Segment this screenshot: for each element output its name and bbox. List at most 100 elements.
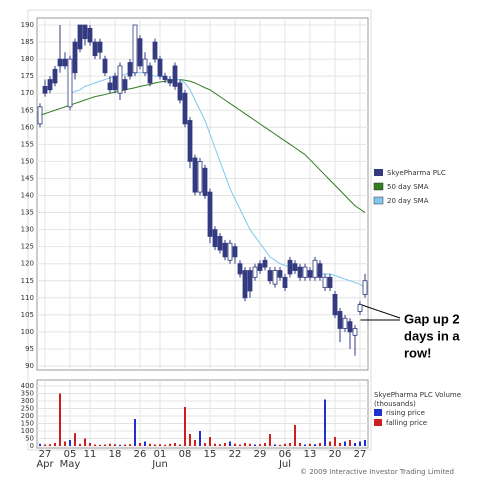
y-tick-label: 180: [21, 55, 34, 63]
volume-bar: [79, 443, 81, 446]
sma-line: [39, 79, 366, 213]
candle-body: [192, 157, 198, 193]
candle-body: [42, 85, 48, 94]
volume-bar: [44, 444, 46, 446]
candle-body: [132, 24, 138, 74]
annotation: days in a: [404, 328, 460, 343]
candle-body: [212, 229, 218, 248]
legend-swatch: [373, 196, 384, 205]
legend-label: 50 day SMA: [387, 183, 429, 191]
candle-body: [362, 280, 368, 295]
candle-body: [207, 191, 213, 237]
candle-body: [147, 65, 153, 84]
candle-body: [152, 41, 158, 60]
volume-bar: [124, 444, 126, 446]
price-panel: [36, 17, 369, 371]
volume-bar: [359, 441, 361, 446]
volume-bar: [129, 444, 131, 446]
volume-bar: [59, 393, 61, 446]
candle-body: [117, 65, 123, 94]
volume-bar: [239, 444, 241, 446]
y-tick-label: 120: [21, 260, 34, 268]
candle-body: [277, 270, 283, 278]
candle-body: [87, 28, 93, 43]
volume-bar: [254, 444, 256, 446]
volume-bar: [334, 437, 336, 446]
volume-bar: [269, 434, 271, 446]
volume-bar: [349, 440, 351, 446]
y-tick-label: 95: [25, 345, 34, 353]
candle-body: [352, 328, 358, 336]
y-tick-label: 185: [21, 38, 34, 46]
candle-body: [197, 160, 203, 193]
annotation-arrow: [358, 303, 401, 319]
volume-bar: [224, 443, 226, 446]
y-tick-label: 0: [30, 442, 34, 450]
volume-bar: [219, 444, 221, 446]
candle-body: [137, 38, 143, 67]
volume-bar: [304, 444, 306, 446]
volume-bar: [144, 441, 146, 446]
volume-bar: [199, 431, 201, 446]
candle-body: [232, 246, 238, 258]
candle-body: [242, 270, 248, 299]
candle-body: [307, 270, 313, 278]
volume-bar: [274, 444, 276, 446]
candle-body: [37, 106, 43, 125]
volume-bar: [279, 444, 281, 446]
x-tick-label: 13: [304, 449, 317, 460]
y-tick-label: 150: [21, 157, 34, 165]
volume-bar: [294, 425, 296, 446]
y-tick-label: 50: [25, 435, 34, 443]
volume-panel: [36, 379, 369, 449]
x-tick-label: 15: [204, 449, 217, 460]
candle-body: [262, 259, 268, 268]
candle-body: [72, 41, 78, 74]
y-tick-label: 115: [21, 277, 34, 285]
candle-body: [67, 58, 73, 108]
month-label: Jul: [278, 459, 291, 470]
volume-bar: [339, 443, 341, 446]
footer: © 2009 Interactive Investor Trading Limi…: [300, 468, 454, 476]
volume-bar: [259, 444, 261, 446]
volume-bar: [104, 444, 106, 446]
candle-body: [167, 79, 173, 84]
candle-body: [142, 58, 148, 74]
volume-bar: [324, 399, 326, 446]
x-tick-label: 29: [254, 449, 267, 460]
volume-bar: [364, 440, 366, 446]
candle-body: [267, 270, 273, 282]
y-tick-label: 105: [21, 311, 34, 319]
legend-swatch: [374, 409, 382, 416]
volume-bar: [159, 444, 161, 446]
volume-bar: [64, 441, 66, 446]
volume-bar: [89, 443, 91, 446]
y-tick-label: 175: [21, 72, 34, 80]
volume-bar: [49, 444, 51, 446]
candle-body: [252, 266, 258, 278]
volume-bar: [134, 419, 136, 446]
volume-bar: [179, 444, 181, 446]
x-tick-label: 27: [354, 449, 367, 460]
candle-body: [357, 304, 363, 312]
candle-body: [217, 236, 223, 251]
annotation: Gap up 2: [404, 311, 460, 326]
volume-bar: [194, 440, 196, 446]
x-tick-label: 05: [64, 449, 77, 460]
candle-body: [97, 41, 103, 53]
volume-bar: [114, 444, 116, 446]
annotation: row!: [404, 345, 431, 360]
y-tick-label: 300: [21, 397, 34, 405]
volume-bar: [154, 444, 156, 446]
volume-bar: [164, 444, 166, 446]
candle-body: [227, 242, 233, 261]
volume-bar: [184, 407, 186, 446]
legend-swatch: [373, 182, 384, 191]
volume-bar: [189, 434, 191, 446]
month-label: Jun: [151, 459, 168, 470]
candle-body: [177, 82, 183, 101]
candle-body: [102, 58, 108, 74]
candle-body: [92, 41, 98, 57]
y-tick-label: 135: [21, 209, 34, 217]
